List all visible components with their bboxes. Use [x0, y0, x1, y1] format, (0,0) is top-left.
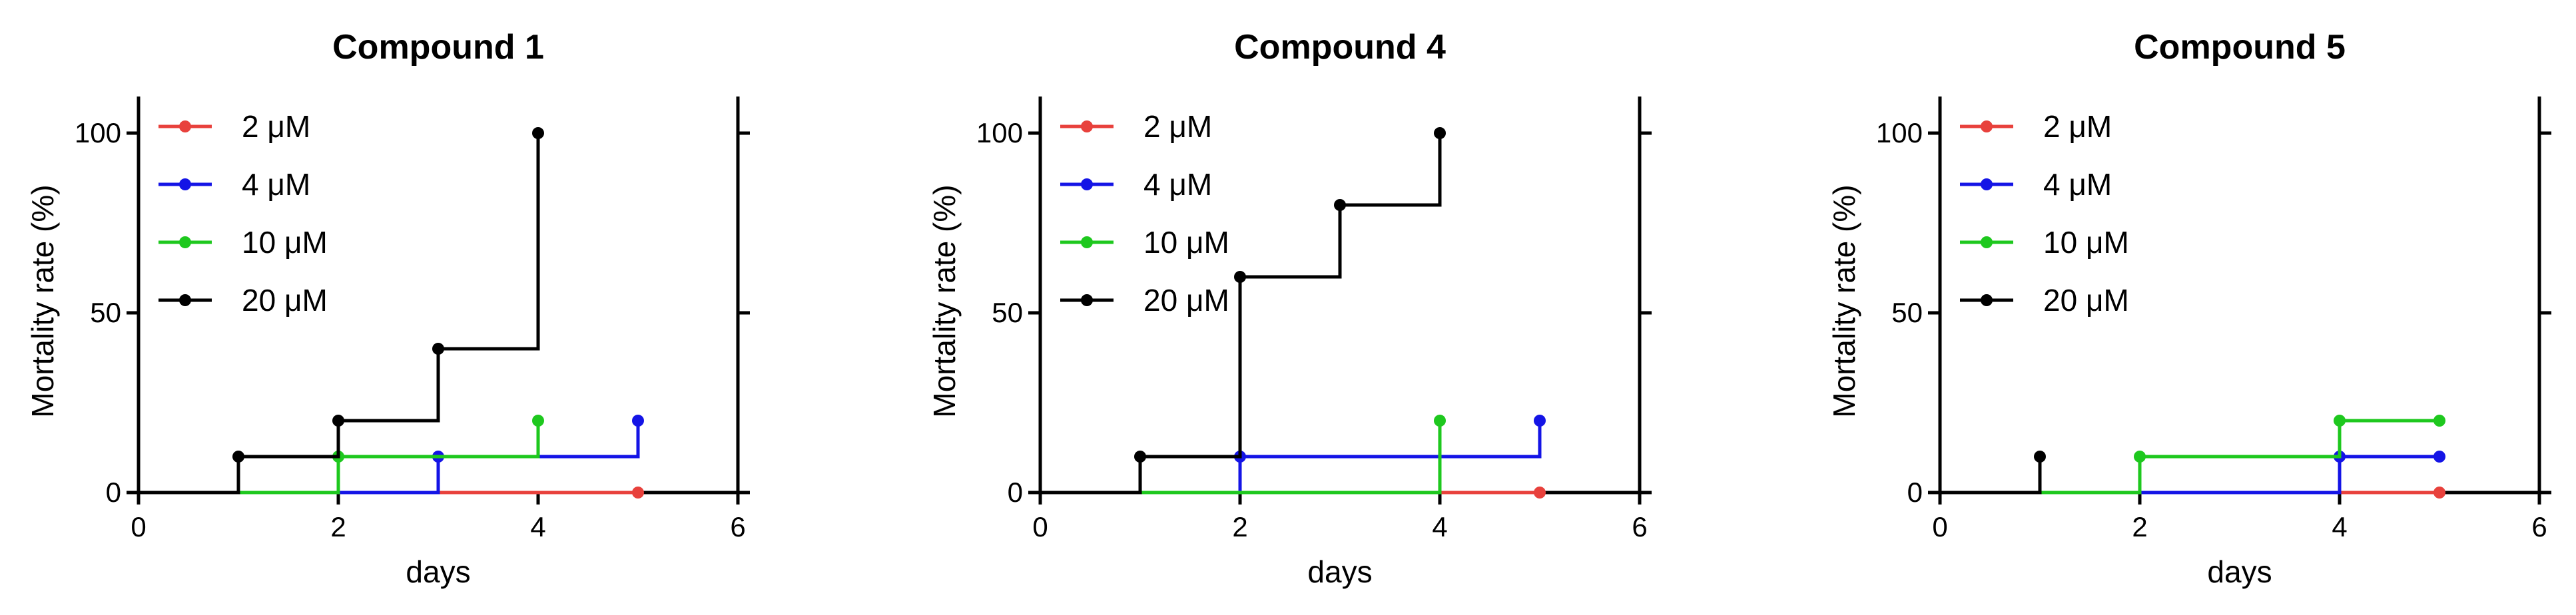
legend-label: 20 μM [242, 283, 328, 317]
y-tick-label: 100 [1876, 117, 1923, 148]
data-point [532, 415, 544, 427]
chart-title: Compound 5 [2134, 28, 2346, 67]
legend-label: 4 μM [242, 167, 310, 202]
legend-label: 20 μM [2043, 283, 2129, 317]
legend-swatch-marker [1981, 294, 1993, 306]
x-tick-label: 2 [330, 511, 346, 542]
data-point [1434, 127, 1446, 139]
data-point [1434, 415, 1446, 427]
chart-title: Compound 1 [332, 28, 544, 67]
x-tick-label: 0 [1032, 511, 1048, 542]
data-point [1334, 199, 1346, 211]
data-point [2334, 415, 2346, 427]
series-line-1 [1040, 421, 1542, 495]
y-tick-label: 100 [976, 117, 1023, 148]
legend-label: 2 μM [242, 109, 310, 144]
data-point [2134, 451, 2146, 463]
data-point [632, 487, 644, 499]
x-tick-label: 4 [2332, 511, 2347, 542]
data-point [2433, 487, 2445, 499]
series-line-2 [1040, 421, 1442, 495]
chart-panel-2: Compound 4 0 50 100 0 2 4 6 days Mortality rate (… [927, 28, 1652, 589]
legend-swatch-marker [179, 120, 191, 132]
y-tick-label: 50 [90, 297, 121, 328]
legend-label: 20 μM [1143, 283, 1229, 317]
data-point [232, 451, 244, 463]
data-point [1534, 487, 1546, 499]
legend-swatch-marker [179, 178, 191, 190]
x-tick-label: 0 [1932, 511, 1947, 542]
data-point [2034, 451, 2046, 463]
legend-label: 10 μM [2043, 225, 2129, 260]
series-line-3 [139, 133, 540, 495]
series-line-3 [1940, 457, 2042, 495]
y-tick-label: 100 [75, 117, 121, 148]
legend-label: 2 μM [2043, 109, 2112, 144]
legend-label: 10 μM [242, 225, 328, 260]
x-axis-label: days [1307, 554, 1372, 589]
series-line-3 [1040, 133, 1442, 495]
data-point [1134, 451, 1146, 463]
data-point [332, 415, 344, 427]
legend-swatch-marker [1081, 178, 1093, 190]
data-point [1234, 271, 1246, 283]
y-tick-label: 50 [1891, 297, 1923, 328]
chart-panel-3: Compound 5 0 50 100 0 2 4 6 days Mortality rate (… [1827, 28, 2551, 589]
x-tick-label: 0 [131, 511, 146, 542]
chart-panels: Compound 1 0 50 100 0 2 4 6 days Mortality rate (… [25, 28, 2551, 589]
data-point [432, 343, 444, 355]
x-tick-label: 2 [1232, 511, 1247, 542]
legend-swatch-marker [1081, 120, 1093, 132]
y-axis-label: Mortality rate (%) [1827, 184, 1861, 417]
y-axis-label: Mortality rate (%) [927, 184, 962, 417]
y-tick-label: 0 [1008, 477, 1023, 508]
x-axis-label: days [2207, 554, 2272, 589]
data-point [2433, 451, 2445, 463]
legend-label: 10 μM [1143, 225, 1229, 260]
x-tick-label: 4 [1432, 511, 1447, 542]
legend-swatch-marker [179, 294, 191, 306]
chart-panel-1: Compound 1 0 50 100 0 2 4 6 days Mortality rate (… [25, 28, 750, 589]
x-tick-label: 6 [2531, 511, 2547, 542]
x-tick-label: 2 [2132, 511, 2147, 542]
y-tick-label: 0 [106, 477, 121, 508]
x-tick-label: 6 [730, 511, 745, 542]
legend-swatch-marker [179, 236, 191, 248]
legend-swatch-marker [1081, 236, 1093, 248]
y-axis-label: Mortality rate (%) [25, 184, 60, 417]
chart-title: Compound 4 [1234, 28, 1446, 67]
data-point [532, 127, 544, 139]
legend-swatch-marker [1981, 120, 1993, 132]
data-point [2433, 415, 2445, 427]
legend-label: 4 μM [2043, 167, 2112, 202]
x-axis-label: days [406, 554, 470, 589]
data-point [1534, 415, 1546, 427]
x-tick-label: 6 [1632, 511, 1647, 542]
series-line-2 [1940, 419, 2439, 495]
data-point [632, 415, 644, 427]
legend-swatch-marker [1981, 236, 1993, 248]
y-tick-label: 0 [1907, 477, 1923, 508]
y-tick-label: 50 [992, 297, 1023, 328]
legend-label: 2 μM [1143, 109, 1212, 144]
x-tick-label: 4 [530, 511, 545, 542]
legend-swatch-marker [1081, 294, 1093, 306]
legend-swatch-marker [1981, 178, 1993, 190]
legend-label: 4 μM [1143, 167, 1212, 202]
series-line-1 [1940, 455, 2439, 495]
